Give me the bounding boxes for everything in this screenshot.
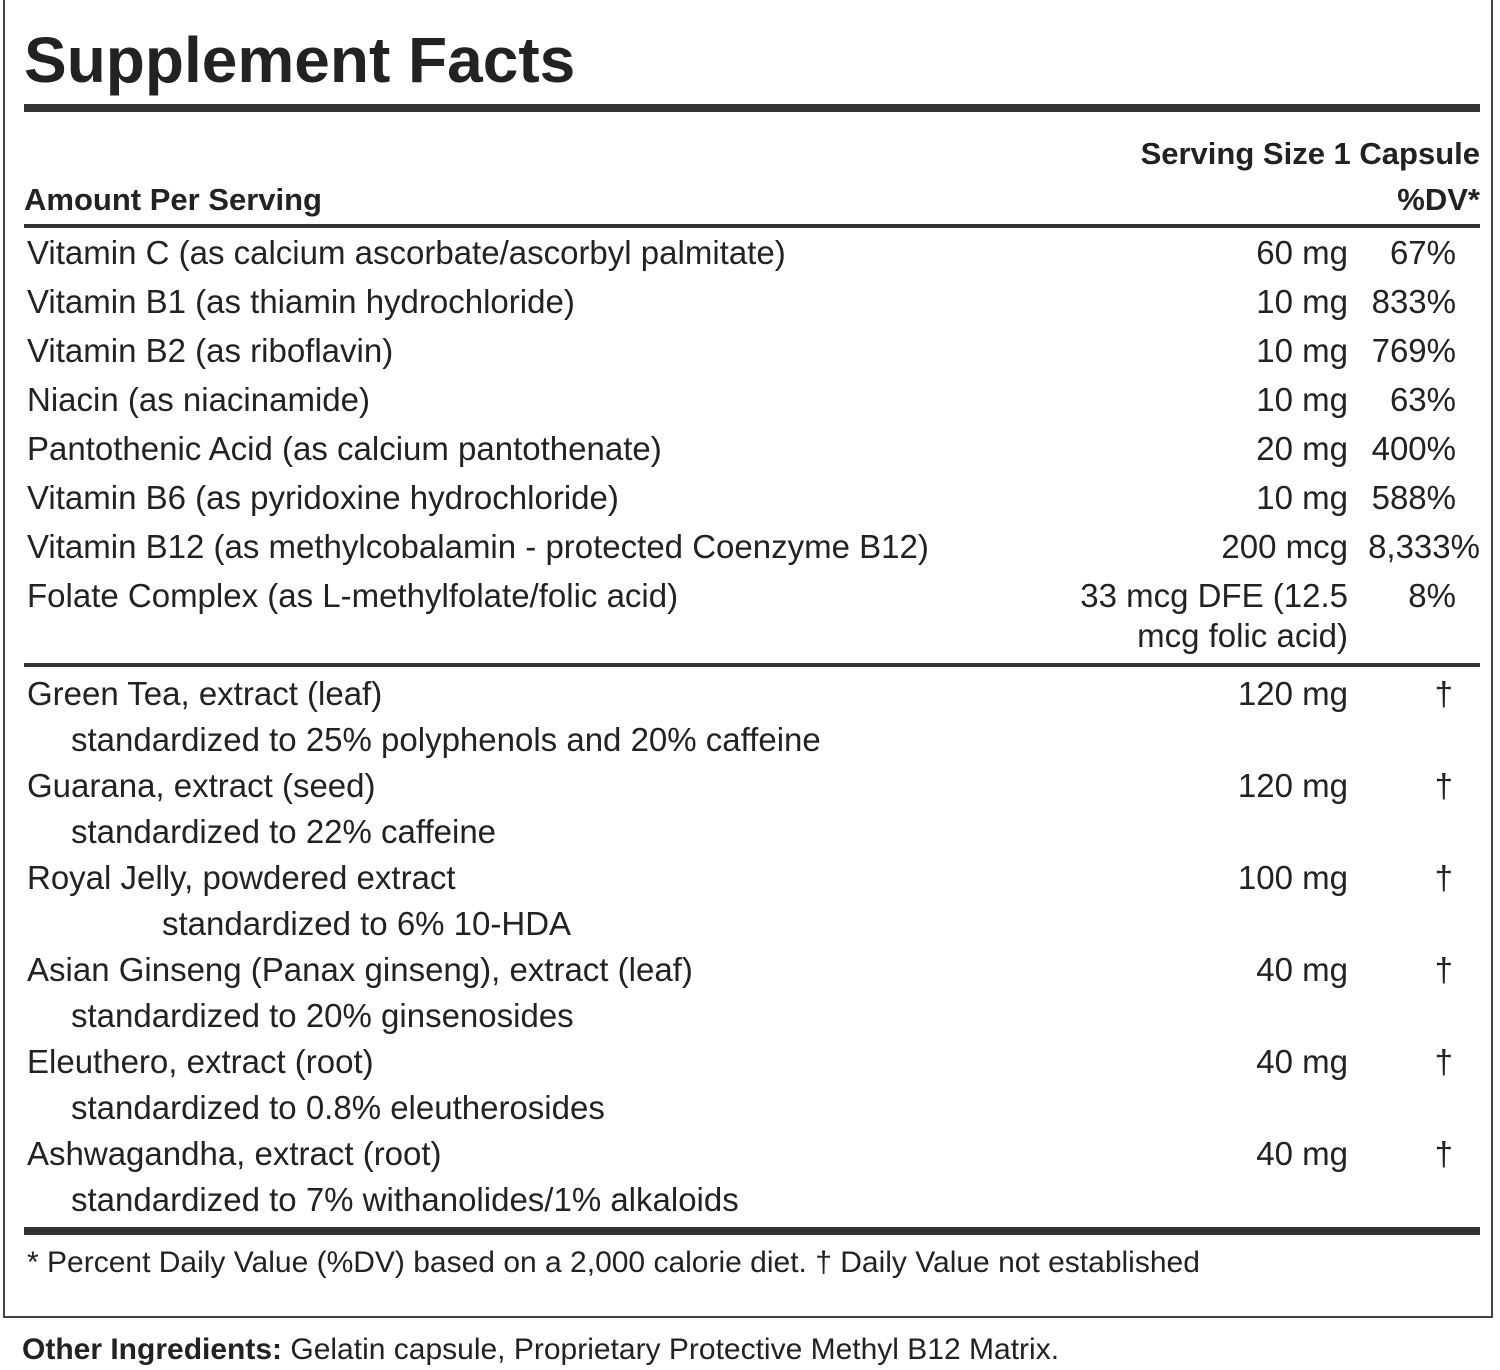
- nutrient-dv: 769%: [1371, 332, 1456, 369]
- nutrient-dv: 8%: [1408, 577, 1456, 614]
- vitamin-row: Vitamin B6 (as pyridoxine hydrochloride)…: [24, 473, 1480, 522]
- botanical-amount: 40 mg: [1256, 1135, 1348, 1172]
- dv-header: %DV*: [1397, 182, 1480, 217]
- botanical-amount: 120 mg: [1237, 675, 1348, 712]
- botanical-row: Royal Jelly, powdered extract 100 mg †: [24, 855, 1480, 901]
- nutrient-name: Vitamin B12 (as methylcobalamin - protec…: [27, 528, 929, 565]
- nutrient-name: Folate Complex (as L-methylfolate/folic …: [27, 577, 679, 614]
- nutrient-dv: 8,333%: [1368, 528, 1480, 565]
- nutrient-amount: 10 mg: [1256, 479, 1348, 516]
- nutrient-dv: 67%: [1389, 234, 1456, 271]
- nutrient-name: Vitamin B6 (as pyridoxine hydrochloride): [27, 479, 619, 516]
- botanical-detail: standardized to 20% ginsenosides: [71, 997, 574, 1034]
- vitamin-row: Pantothenic Acid (as calcium pantothenat…: [24, 424, 1480, 473]
- botanical-amount: 40 mg: [1256, 951, 1348, 988]
- botanical-row: Eleuthero, extract (root) 40 mg †: [24, 1039, 1480, 1085]
- nutrient-amount: 20 mg: [1256, 430, 1348, 467]
- nutrient-dv: 400%: [1371, 430, 1456, 467]
- botanical-dv: †: [1434, 1043, 1453, 1080]
- botanical-name: Royal Jelly, powdered extract: [27, 859, 456, 896]
- nutrient-amount: 10 mg: [1256, 283, 1348, 320]
- botanical-row: Guarana, extract (seed) 120 mg †: [24, 763, 1480, 809]
- nutrient-dv: 833%: [1371, 283, 1456, 320]
- nutrient-name: Vitamin B2 (as riboflavin): [27, 332, 394, 369]
- nutrient-name: Vitamin B1 (as thiamin hydrochloride): [27, 283, 575, 320]
- botanical-detail: standardized to 0.8% eleutherosides: [71, 1089, 605, 1126]
- botanical-amount: 40 mg: [1256, 1043, 1348, 1080]
- botanical-name: Green Tea, extract (leaf): [27, 675, 383, 712]
- vitamin-row: Vitamin B12 (as methylcobalamin - protec…: [24, 522, 1480, 571]
- other-ingredients: Other Ingredients: Gelatin capsule, Prop…: [22, 1330, 1059, 1370]
- nutrient-amount: 200 mcg: [1221, 528, 1348, 565]
- vitamin-row: Vitamin C (as calcium ascorbate/ascorbyl…: [24, 228, 1480, 277]
- vitamin-row: Niacin (as niacinamide) 10 mg 63%: [24, 375, 1480, 424]
- vitamin-list: Vitamin C (as calcium ascorbate/ascorbyl…: [24, 228, 1480, 660]
- vitamin-row: Vitamin B2 (as riboflavin) 10 mg 769%: [24, 326, 1480, 375]
- botanical-row: Ashwagandha, extract (root) 40 mg †: [24, 1131, 1480, 1177]
- vitamin-row: Folate Complex (as L-methylfolate/folic …: [24, 571, 1480, 660]
- botanical-amount: 100 mg: [1237, 859, 1348, 896]
- botanical-dv: †: [1434, 951, 1453, 988]
- botanical-dv: †: [1434, 1135, 1453, 1172]
- botanical-detail: standardized to 22% caffeine: [71, 813, 497, 850]
- other-ingredients-text: Gelatin capsule, Proprietary Protective …: [290, 1333, 1060, 1366]
- nutrient-dv: 63%: [1389, 381, 1456, 418]
- amount-per-serving: Amount Per Serving: [24, 182, 322, 217]
- rule: [24, 224, 1480, 228]
- botanical-name: Guarana, extract (seed): [27, 767, 376, 804]
- botanical-name: Ashwagandha, extract (root): [27, 1135, 442, 1172]
- botanical-list: Green Tea, extract (leaf) 120 mg † standard…: [24, 667, 1480, 1223]
- botanical-detail: standardized to 25% polyphenols and 20% …: [71, 721, 821, 758]
- label-box: Supplement Facts Serving Size 1 Capsule …: [3, 0, 1493, 1318]
- botanical-row: Asian Ginseng (Panax ginseng), extract (…: [24, 947, 1480, 993]
- other-ingredients-label: Other Ingredients:: [22, 1333, 283, 1366]
- botanical-amount: 120 mg: [1237, 767, 1348, 804]
- botanical-dv: †: [1434, 767, 1453, 804]
- thick-rule: [24, 104, 1480, 112]
- rule: [24, 663, 1480, 667]
- thick-rule: [24, 1227, 1480, 1235]
- footnote: * Percent Daily Value (%DV) based on a 2…: [27, 1246, 1200, 1279]
- serving-size: Serving Size 1 Capsule: [1140, 136, 1480, 171]
- nutrient-amount: 10 mg: [1256, 332, 1348, 369]
- botanical-dv: †: [1434, 859, 1453, 896]
- title: Supplement Facts: [24, 24, 576, 96]
- nutrient-dv: 588%: [1371, 479, 1456, 516]
- botanical-dv: †: [1434, 675, 1453, 712]
- botanical-detail: standardized to 6% 10-HDA: [162, 905, 572, 942]
- nutrient-amount: 10 mg: [1256, 381, 1348, 418]
- nutrient-name: Niacin (as niacinamide): [27, 381, 370, 418]
- nutrient-amount: 60 mg: [1256, 234, 1348, 271]
- botanical-name: Asian Ginseng (Panax ginseng), extract (…: [27, 951, 693, 988]
- botanical-row: Green Tea, extract (leaf) 120 mg †: [24, 671, 1480, 717]
- nutrient-name: Vitamin C (as calcium ascorbate/ascorbyl…: [27, 234, 786, 271]
- label-content: Supplement Facts Serving Size 1 Capsule …: [24, 0, 1480, 1283]
- nutrient-name: Pantothenic Acid (as calcium pantothenat…: [27, 430, 662, 467]
- column-header: Amount Per Serving %DV*: [24, 180, 1480, 220]
- botanical-detail: standardized to 7% withanolides/1% alkal…: [71, 1181, 739, 1218]
- botanical-name: Eleuthero, extract (root): [27, 1043, 374, 1080]
- nutrient-amount: 33 mcg DFE (12.5 mcg folic acid): [1080, 577, 1348, 654]
- vitamin-row: Vitamin B1 (as thiamin hydrochloride) 10 …: [24, 277, 1480, 326]
